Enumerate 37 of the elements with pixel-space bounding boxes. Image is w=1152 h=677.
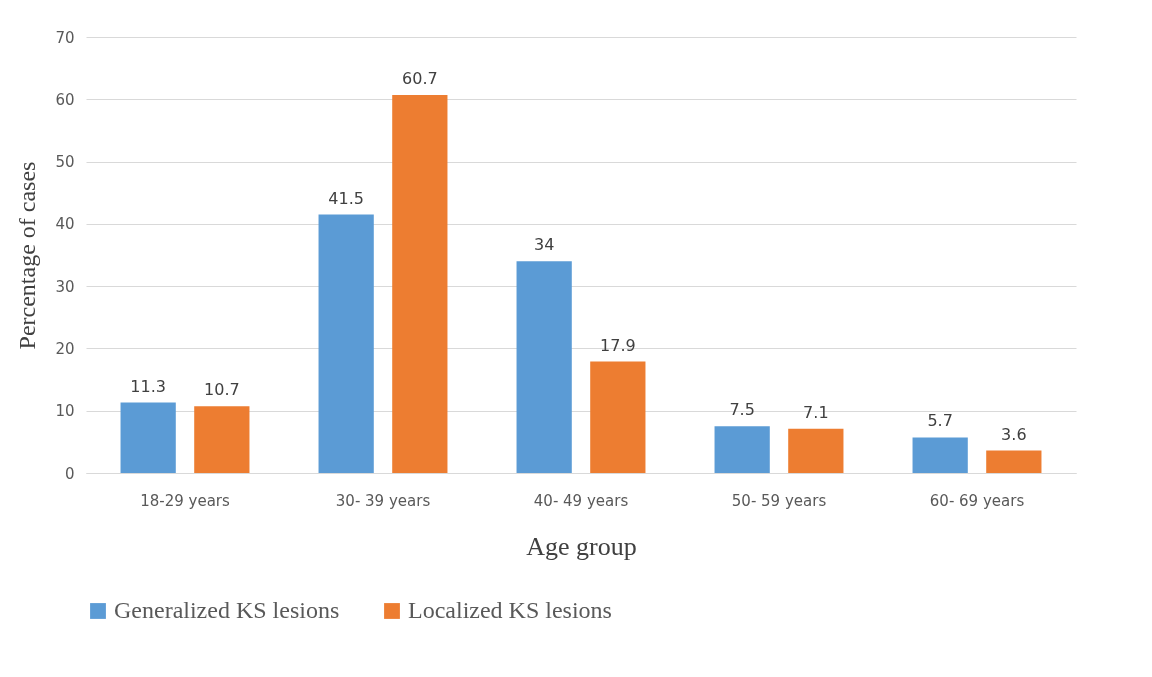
y-axis-title: Percentage of cases — [14, 161, 41, 350]
bar — [590, 361, 646, 473]
data-label: 3.6 — [1001, 424, 1027, 444]
data-label: 17.9 — [600, 335, 636, 355]
data-label: 11.3 — [130, 376, 166, 396]
bar — [516, 261, 572, 473]
bar — [392, 94, 448, 473]
y-tick-label: 70 — [55, 28, 75, 47]
y-tick-label: 30 — [55, 277, 75, 296]
data-label: 34 — [533, 235, 555, 255]
data-label: 60.7 — [402, 68, 438, 88]
y-tick-label: 40 — [55, 215, 75, 234]
legend-label: Localized KS lesions — [408, 597, 612, 623]
bar — [788, 428, 844, 473]
bar — [194, 406, 250, 473]
x-tick-label: 18-29 years — [140, 491, 230, 510]
y-tick-label: 50 — [55, 153, 75, 172]
data-label: 10.7 — [204, 380, 240, 400]
x-tick-label: 30- 39 years — [335, 491, 431, 510]
x-axis-title: Age group — [526, 531, 637, 561]
x-tick-label: 60- 69 years — [929, 491, 1025, 510]
x-tick-label: 40- 49 years — [533, 491, 629, 510]
x-tick-label: 50- 59 years — [731, 491, 827, 510]
data-label: 5.7 — [927, 411, 953, 431]
bar — [714, 426, 770, 473]
y-tick-label: 20 — [55, 339, 75, 358]
y-tick-label: 60 — [55, 90, 75, 109]
y-tick-label: 10 — [55, 402, 75, 421]
data-label: 41.5 — [328, 188, 364, 208]
data-label: 7.1 — [803, 402, 829, 422]
data-label: 7.5 — [729, 400, 755, 420]
y-tick-label: 0 — [64, 464, 75, 483]
bar — [986, 450, 1042, 473]
bar — [912, 437, 968, 473]
bar — [120, 402, 176, 473]
bar — [318, 214, 374, 473]
legend-label: Generalized KS lesions — [114, 597, 340, 623]
